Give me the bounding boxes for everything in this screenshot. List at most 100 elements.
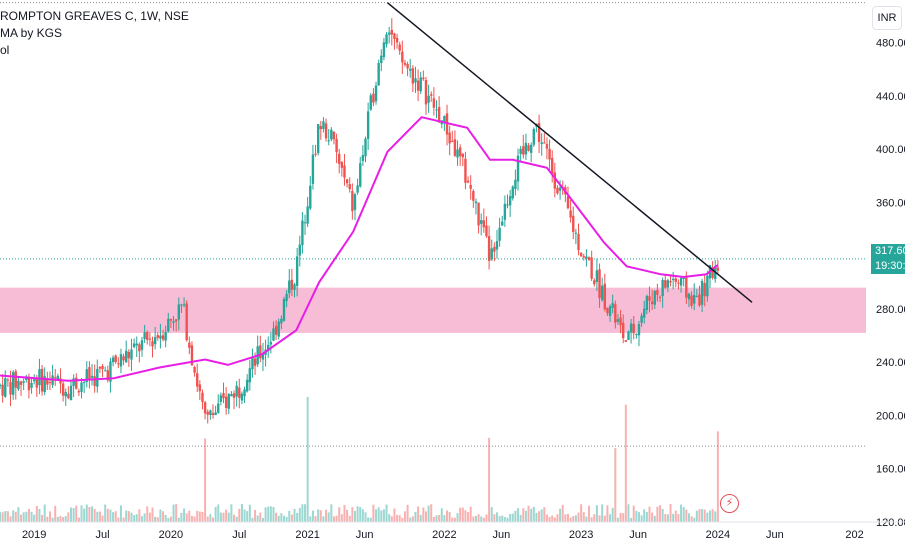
volume-bar (687, 513, 690, 522)
candle-body (540, 142, 543, 145)
volume-bar (43, 504, 46, 522)
candle-body (627, 331, 630, 340)
x-tick-label: 2019 (22, 529, 46, 541)
volume-bar (162, 511, 165, 522)
volume-bar (335, 515, 338, 522)
price-axis[interactable]: 120.00160.00200.00240.00280.00320.00360.… (876, 38, 905, 529)
volume-bar (67, 512, 70, 522)
candle-body (498, 227, 501, 241)
candle-body (482, 220, 486, 228)
candle-body (351, 191, 354, 212)
candle-body (687, 293, 691, 300)
candle-body (503, 203, 507, 220)
volume-bar (20, 514, 23, 522)
volume-bar (640, 515, 643, 522)
volume-bar (538, 511, 541, 522)
currency-button[interactable]: INR (872, 6, 902, 30)
volume-bar (148, 512, 151, 522)
volume-bar (701, 509, 704, 522)
candle-body (6, 379, 10, 381)
time-axis[interactable]: 2019 Jul 2020 Jul 2021 Jun 2022 Jun 2023 Jun 2024 J… (0, 521, 905, 541)
x-tick-label: Jul (96, 529, 110, 541)
candle-body (138, 344, 141, 352)
volume-bar (637, 512, 640, 522)
candle-body (537, 123, 541, 142)
candle-body (259, 345, 262, 359)
candle-body (93, 376, 96, 387)
candle-body (348, 184, 351, 190)
candle-body (406, 63, 409, 69)
volume-bar (380, 510, 383, 522)
candle-body (453, 139, 457, 156)
symbol-title[interactable]: ROMPTON GREAVES C, 1W, NSE (0, 9, 189, 23)
candle-body (706, 275, 709, 297)
candle-body (243, 389, 246, 397)
candle-body (677, 282, 680, 284)
candle-body (451, 140, 454, 142)
volume-bar (62, 517, 65, 522)
volume-bar (559, 508, 562, 522)
volume-bar (288, 510, 291, 522)
y-tick-label: 360.00 (876, 197, 905, 209)
candle-body (295, 256, 299, 286)
candle-body (514, 179, 517, 189)
candle-body (679, 277, 683, 286)
candle-body (85, 369, 88, 382)
volume-bar (572, 516, 575, 522)
volume-bar (22, 512, 25, 522)
volume-bar (601, 504, 604, 522)
candle-body (75, 377, 78, 389)
volume-bar (106, 508, 109, 522)
volume-bar (564, 514, 567, 522)
volume-label[interactable]: ol (0, 43, 10, 57)
indicator-label[interactable]: MA by KGS (0, 26, 63, 40)
volume-bar (91, 506, 94, 522)
volume-bar (577, 512, 580, 522)
volume-bar (359, 507, 362, 522)
volume-bar (485, 514, 488, 522)
lightning-icon[interactable]: ⚡︎ (720, 494, 739, 513)
volume-bar (59, 515, 62, 522)
candle-body (188, 342, 191, 348)
candle-body (461, 153, 465, 158)
trendline[interactable] (386, 2, 753, 303)
volume-bar (41, 514, 44, 522)
candle-body (614, 304, 617, 323)
volume-bar (243, 509, 246, 522)
candle-body (556, 187, 559, 194)
candle-body (125, 350, 128, 363)
candle-body (35, 378, 39, 388)
candle-body (319, 126, 323, 130)
volume-bar (193, 516, 196, 522)
candle-body (4, 378, 7, 397)
volume-bar (33, 514, 36, 522)
volume-bar (706, 512, 709, 522)
candle-body (43, 376, 46, 393)
volume-bar (530, 508, 533, 522)
candle-body (485, 225, 488, 237)
volume-bar (140, 516, 143, 522)
candle-body (590, 257, 593, 279)
candle-body (356, 185, 359, 193)
volume-bar (464, 510, 467, 522)
volume-bar (285, 516, 288, 522)
candle-body (361, 155, 365, 161)
candle-body (127, 351, 131, 359)
volume-bar (693, 517, 696, 522)
volume-bar (114, 511, 117, 522)
volume-bar (25, 511, 28, 522)
volume-bar (666, 514, 669, 522)
candle-body (495, 241, 499, 250)
volume-bar (309, 516, 312, 522)
x-tick-label: 2024 (706, 529, 730, 541)
candle-body (572, 215, 575, 232)
candle-body (306, 206, 309, 224)
volume-bar (595, 505, 598, 522)
candle-body (248, 368, 252, 383)
candle-body (38, 369, 41, 386)
volume-bar (488, 437, 491, 522)
volume-bar (553, 517, 556, 522)
y-tick-label: 120.00 (876, 517, 905, 529)
candle-body (140, 340, 144, 350)
